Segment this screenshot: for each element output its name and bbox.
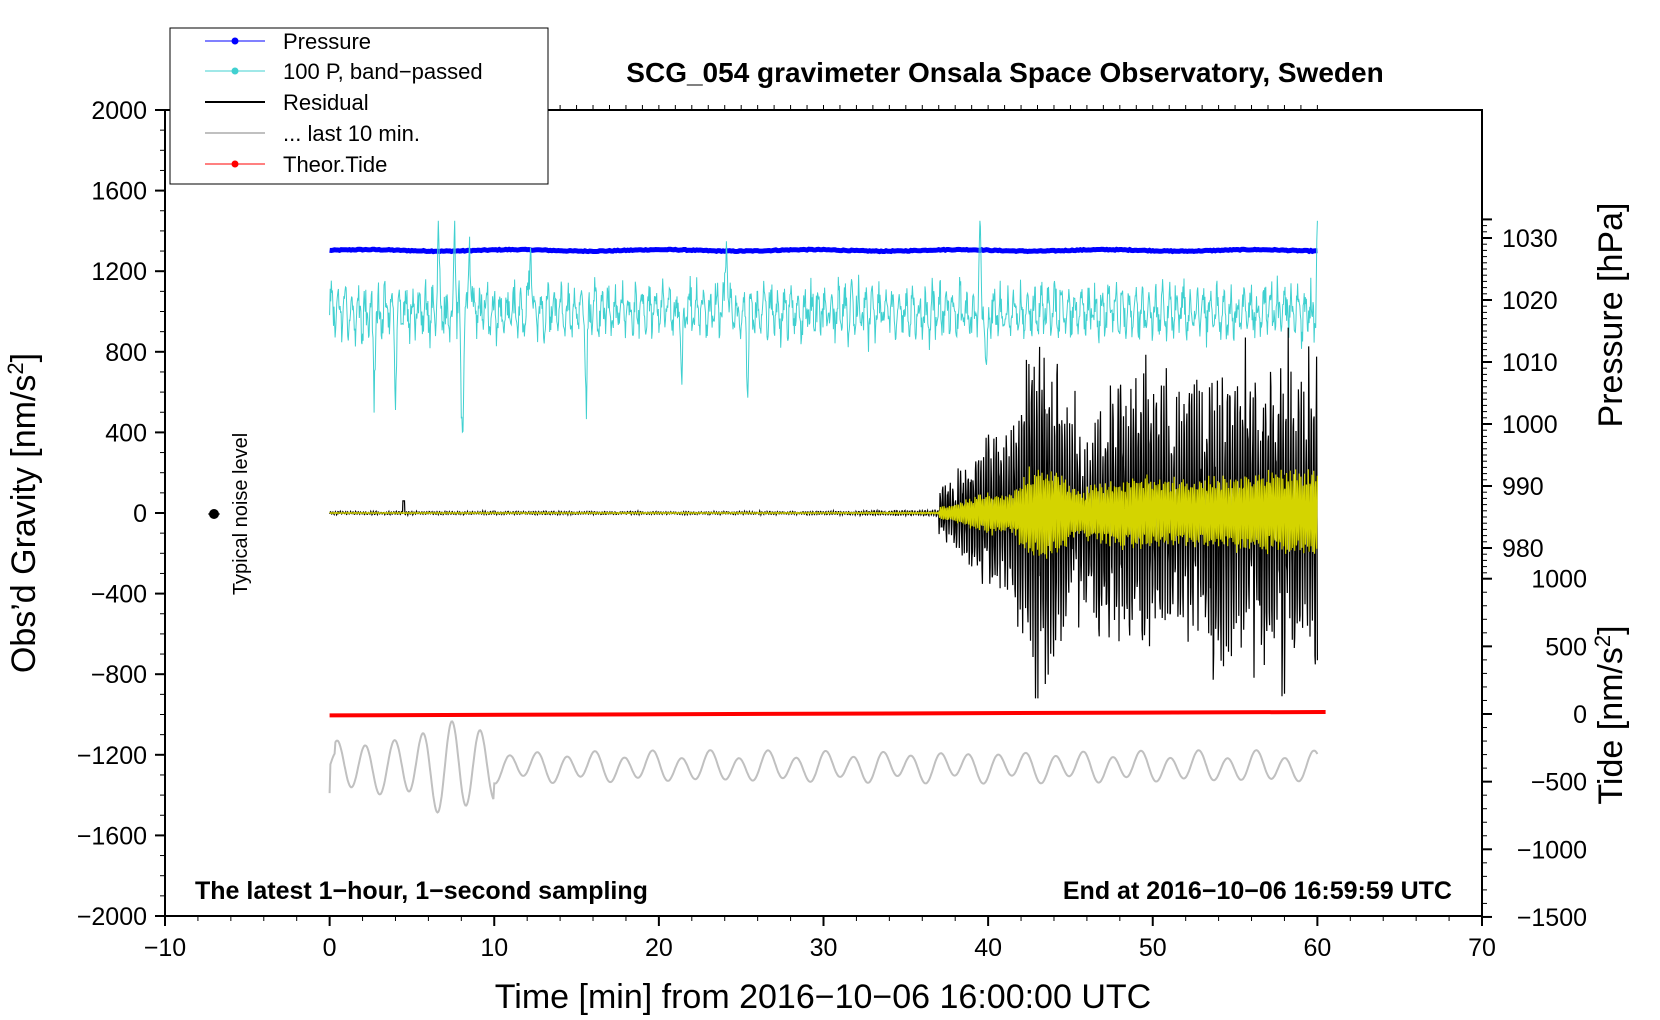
- y-pressure-tick-label: 980: [1502, 535, 1544, 563]
- series-residual-highlight: [329, 466, 1318, 559]
- y-tide-axis-label: Tide [nm/s2]: [1590, 625, 1630, 804]
- y-pressure-tick-label: 1010: [1502, 349, 1558, 377]
- legend: Pressure 100 P, band−passed Residual ...…: [169, 27, 549, 185]
- series-residual: [329, 327, 1318, 699]
- x-tick-label: 0: [323, 934, 337, 962]
- y-pressure-tick-label: 1020: [1502, 287, 1558, 315]
- legend-item-residual: Residual: [205, 90, 369, 115]
- data-series-layer: [328, 220, 1326, 814]
- x-tick-label: 30: [810, 934, 838, 962]
- legend-label-bandpassed: 100 P, band−passed: [283, 59, 483, 84]
- y-pressure-axis-label: Pressure [hPa]: [1592, 203, 1630, 428]
- y-left-label-superscript: 2: [3, 362, 28, 374]
- y-left-tick-label: 0: [133, 500, 147, 528]
- y-left-label-bracket: ]: [5, 353, 43, 362]
- x-tick-label: 20: [645, 934, 673, 962]
- sampling-note: The latest 1−hour, 1−second sampling: [195, 877, 648, 905]
- y-tide-label-bracket: ]: [1592, 625, 1630, 634]
- x-tick-label: 40: [974, 934, 1002, 962]
- y-left-tick-label: −2000: [77, 903, 147, 931]
- chart-title: SCG_054 gravimeter Onsala Space Observat…: [626, 57, 1383, 88]
- y-tide-tick-label: −500: [1531, 769, 1587, 797]
- y-pressure-tick-label: 990: [1502, 473, 1544, 501]
- noise-marker: [209, 509, 219, 519]
- y-tide-tick-label: 0: [1573, 701, 1587, 729]
- legend-label-last10: ... last 10 min.: [283, 121, 420, 146]
- axes-layer: −10 0 10 20 30 40 50 60 702000160012008004000−40…: [77, 97, 1587, 962]
- y-left-tick-label: 1600: [91, 178, 147, 206]
- series-bandpassed: [329, 220, 1318, 434]
- y-left-tick-label: 400: [105, 419, 147, 447]
- legend-item-pressure: Pressure: [205, 29, 371, 54]
- legend-item-bandpassed: 100 P, band−passed: [205, 59, 483, 84]
- y-tide-label-superscript: 2: [1590, 635, 1615, 647]
- legend-box: [169, 27, 549, 185]
- y-left-tick-label: −1600: [77, 822, 147, 850]
- y-left-tick-label: 800: [105, 339, 147, 367]
- x-tick-label: 50: [1139, 934, 1167, 962]
- x-tick-label: 60: [1303, 934, 1331, 962]
- legend-label-tide: Theor.Tide: [283, 152, 387, 177]
- series-tide: [329, 710, 1326, 718]
- legend-label-residual: Residual: [283, 90, 369, 115]
- y-left-tick-label: −400: [91, 581, 147, 609]
- x-tick-label: 10: [480, 934, 508, 962]
- y-pressure-tick-label: 1030: [1502, 225, 1558, 253]
- y-pressure-tick-label: 1000: [1502, 411, 1558, 439]
- legend-label-pressure: Pressure: [283, 29, 371, 54]
- y-left-tick-label: 1200: [91, 258, 147, 286]
- y-left-tick-label: 2000: [91, 97, 147, 125]
- y-left-axis-label: Obs’d Gravity [nm/s2]: [3, 353, 43, 673]
- y-left-tick-label: −800: [91, 661, 147, 689]
- x-axis-label: Time [min] from 2016−10−06 16:00:00 UTC: [495, 978, 1151, 1016]
- legend-marker-pressure: [231, 37, 239, 45]
- legend-marker-bandpassed: [231, 67, 239, 75]
- y-tide-tick-label: −1500: [1517, 904, 1587, 932]
- legend-item-last10: ... last 10 min.: [205, 121, 420, 146]
- y-tide-tick-label: −1000: [1517, 836, 1587, 864]
- series-last10: [328, 720, 1319, 814]
- end-time-note: End at 2016−10−06 16:59:59 UTC: [1063, 877, 1452, 905]
- x-tick-label: −10: [144, 934, 186, 962]
- y-left-tick-label: −1200: [77, 742, 147, 770]
- legend-item-tide: Theor.Tide: [205, 152, 387, 177]
- x-tick-label: 70: [1468, 934, 1496, 962]
- series-pressure: [329, 246, 1318, 255]
- y-tide-tick-label: 500: [1545, 633, 1587, 661]
- y-tide-tick-label: 1000: [1531, 566, 1587, 594]
- noise-label: Typical noise level: [230, 433, 252, 595]
- legend-marker-tide: [231, 160, 239, 168]
- noise-indicator: Typical noise level: [208, 433, 252, 595]
